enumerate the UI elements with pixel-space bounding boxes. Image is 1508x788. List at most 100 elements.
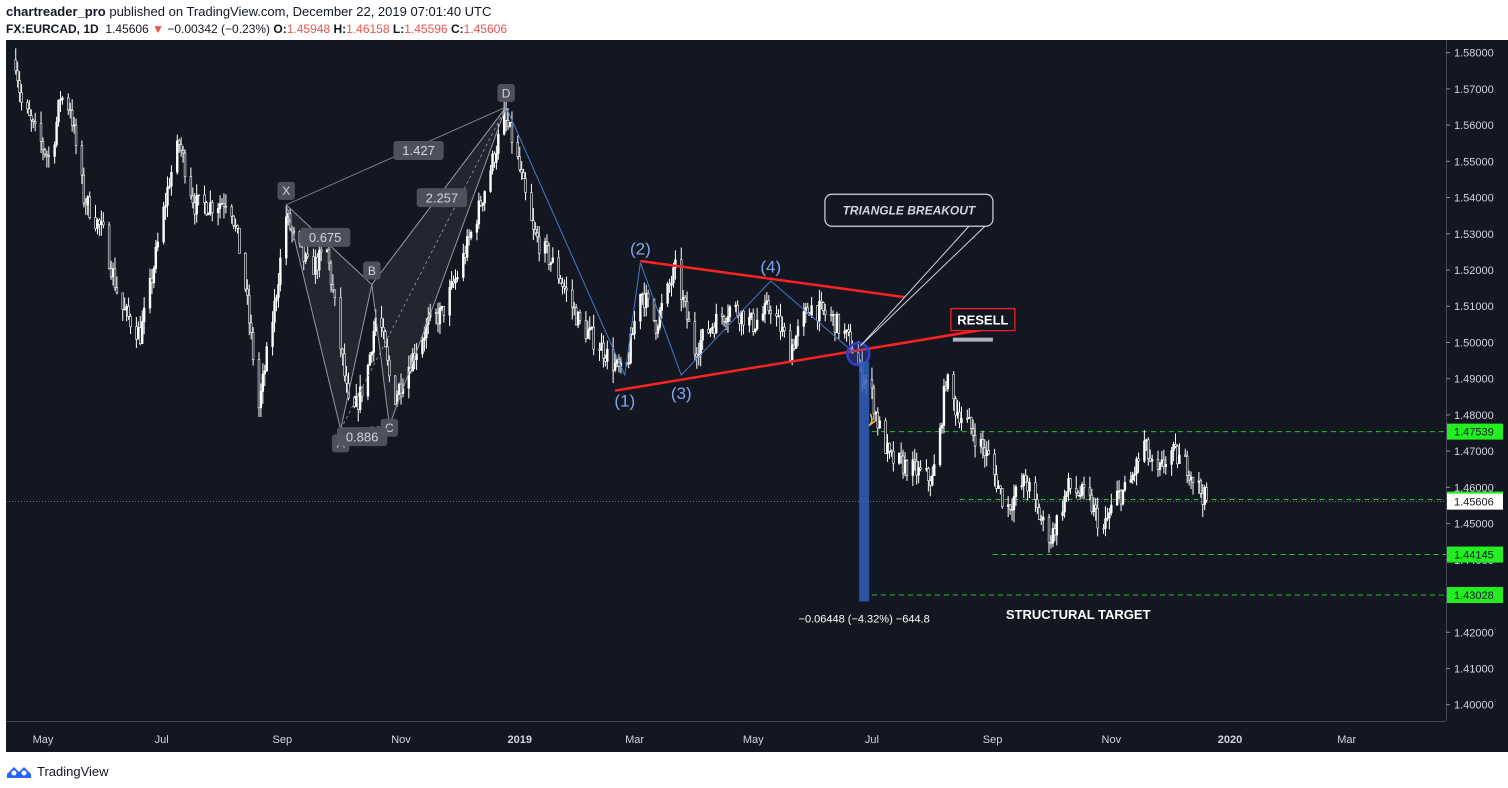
- candle-body: [586, 329, 590, 339]
- resell-label: RESELL: [957, 313, 1008, 328]
- candle-body: [67, 97, 70, 110]
- candle-body: [1012, 496, 1016, 511]
- candle-body: [345, 375, 348, 384]
- candle-body: [495, 153, 498, 163]
- pattern-point-label: B: [368, 264, 376, 278]
- time-axis[interactable]: [6, 721, 1446, 752]
- candle-body: [847, 329, 850, 333]
- callout-box[interactable]: [824, 193, 994, 227]
- pattern-point-label: D: [502, 86, 511, 100]
- candle-body: [516, 142, 519, 157]
- candle-body: [1010, 509, 1014, 511]
- change-arrow-icon: ▼: [152, 22, 164, 36]
- candle-body: [530, 192, 533, 221]
- candle-body: [674, 259, 677, 269]
- wave-path[interactable]: [505, 106, 851, 377]
- candle-body: [913, 459, 916, 462]
- candle-body: [1156, 459, 1160, 470]
- candle-body: [162, 206, 165, 243]
- pattern-point-label: X: [282, 184, 290, 198]
- candle-body: [86, 196, 89, 206]
- candle-body: [790, 344, 794, 361]
- candle-body: [168, 185, 171, 188]
- harmonic-leg[interactable]: [371, 106, 507, 285]
- candle-body: [726, 316, 730, 322]
- candle-body: [752, 312, 755, 332]
- author-name[interactable]: chartreader_pro: [6, 4, 106, 19]
- candle-body: [938, 427, 942, 465]
- candle-body: [971, 428, 975, 436]
- candle-body: [127, 305, 130, 317]
- candle-body: [870, 379, 874, 389]
- harmonic-leg[interactable]: [285, 204, 373, 285]
- price-chart[interactable]: XABCD1.4272.2570.6750.886(1)(2)(3)(4)−0.…: [0, 40, 1508, 752]
- high-value: 1.46158: [346, 22, 390, 36]
- candle-body: [434, 312, 438, 314]
- candle-body: [357, 395, 360, 410]
- triangle-trendline[interactable]: [640, 259, 906, 299]
- candle-body: [1172, 444, 1175, 451]
- candle-body: [1135, 458, 1138, 475]
- candle-body: [454, 278, 457, 284]
- candle-body: [956, 411, 959, 416]
- candle-body: [699, 339, 702, 355]
- price-badge-label: 1.43028: [1454, 590, 1494, 602]
- measure-bar[interactable]: [859, 361, 870, 602]
- candle-body: [769, 310, 772, 315]
- candle-body: [763, 302, 767, 315]
- candle-body: [72, 124, 76, 127]
- candle-body: [57, 99, 60, 123]
- candle-body: [41, 141, 45, 150]
- candle-body: [1150, 459, 1154, 462]
- candle-body: [1137, 458, 1140, 462]
- candle-body: [211, 202, 214, 214]
- candle-body: [666, 283, 669, 304]
- candle-body: [734, 304, 737, 308]
- candle-body: [722, 316, 726, 322]
- candle-body: [835, 313, 839, 334]
- candle-body: [203, 194, 206, 203]
- candle-body: [1065, 491, 1068, 497]
- candle-body: [872, 387, 876, 415]
- candle-body: [257, 359, 261, 409]
- breakout-marker[interactable]: [846, 341, 871, 367]
- candle-body: [1036, 499, 1039, 508]
- candle-body: [343, 353, 346, 377]
- candle-body: [693, 321, 697, 355]
- candle-body: [148, 277, 152, 309]
- candle-body: [366, 365, 370, 397]
- candle-body: [999, 485, 1002, 489]
- candle-body: [960, 417, 963, 424]
- candle-body: [497, 133, 500, 154]
- candle-body: [765, 300, 769, 304]
- candle-body: [574, 307, 578, 326]
- candle-body: [508, 122, 512, 127]
- candle-body: [1014, 486, 1018, 497]
- candle-body: [207, 213, 210, 216]
- chart-background: [6, 40, 1502, 752]
- candle-body: [1078, 494, 1082, 497]
- candle-body: [320, 249, 323, 253]
- candle-body: [573, 306, 576, 309]
- candle-body: [1145, 439, 1148, 442]
- candle-body: [892, 450, 895, 464]
- candle-body: [537, 236, 541, 254]
- candle-body: [1143, 440, 1146, 462]
- candle-body: [191, 195, 195, 204]
- candle-body: [464, 253, 467, 258]
- candle-body: [631, 333, 634, 336]
- candle-body: [695, 353, 699, 358]
- candle-body: [109, 268, 113, 278]
- pattern-ratio-label-box: [336, 427, 388, 447]
- candle-body: [940, 425, 944, 429]
- candle-body: [685, 300, 689, 320]
- triangle-trendline[interactable]: [614, 328, 984, 392]
- candle-body: [886, 442, 889, 454]
- harmonic-leg[interactable]: [340, 106, 507, 430]
- price-axis[interactable]: [1446, 40, 1508, 752]
- resell-box[interactable]: [950, 308, 1016, 332]
- tradingview-footer[interactable]: TradingView: [6, 760, 109, 782]
- candle-body: [929, 480, 932, 486]
- low-value: 1.45596: [404, 22, 448, 36]
- price-tick-label: 1.52000: [1454, 265, 1494, 277]
